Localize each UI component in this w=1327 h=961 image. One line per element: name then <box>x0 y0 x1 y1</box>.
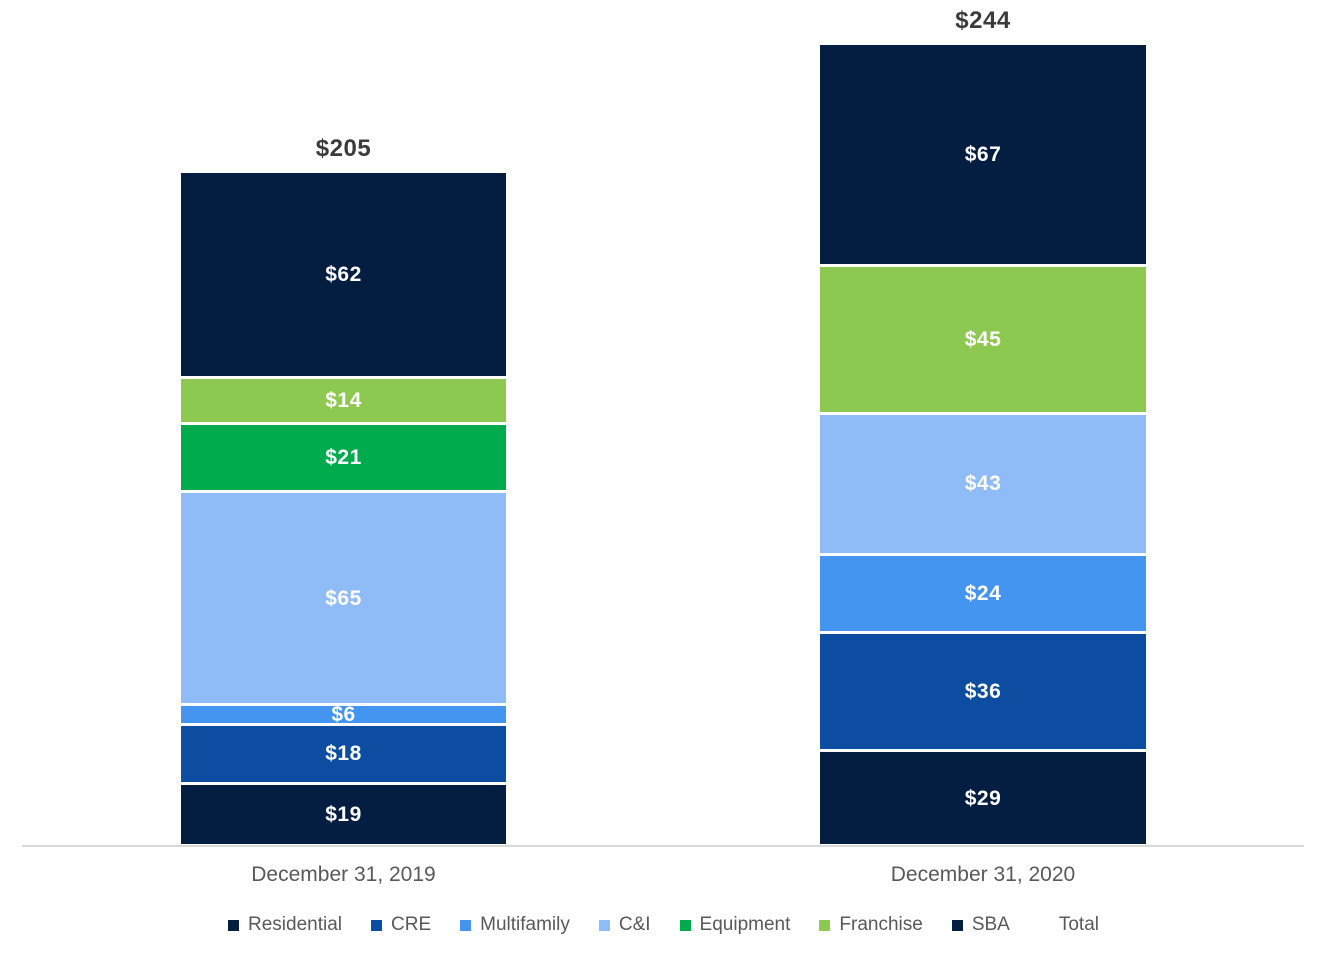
bar-segment-franchise: $14 <box>181 375 506 422</box>
x-axis-line <box>22 845 1304 847</box>
segment-value-label: $67 <box>964 143 1002 167</box>
segment-value-label: $21 <box>325 445 362 469</box>
bar-segment-c-i: $43 <box>820 411 1146 553</box>
legend-label-residential: Residential <box>248 914 342 935</box>
bar-segment-multifamily: $6 <box>181 703 506 727</box>
legend-swatch-cre <box>371 919 382 931</box>
legend-swatch-sba <box>951 919 963 931</box>
x-axis-label-2020: December 31, 2020 <box>890 863 1076 886</box>
legend-label-multifamily: Multifamily <box>480 914 570 935</box>
segment-value-label: $65 <box>325 586 362 610</box>
legend-label-sba: SBA <box>971 914 1010 935</box>
total-label-december-31-2019: $205 <box>315 134 372 162</box>
legend-item-total: Total <box>1039 914 1099 936</box>
segment-value-label: $62 <box>325 262 362 286</box>
legend-item-cre: CRE <box>371 914 431 936</box>
legend-item-equipment: Equipment <box>679 914 791 936</box>
bar-segment-sba: $67 <box>820 44 1146 265</box>
total-label-december-31-2020: $244 <box>955 6 1011 34</box>
segment-value-label: $14 <box>325 388 362 412</box>
legend-swatch-franchise <box>819 919 831 931</box>
bar-column-december-31-2019: $205 $62 $14 $21 $65 $6 $18 $19 <box>181 135 506 844</box>
segment-value-label: $36 <box>964 680 1002 704</box>
segment-value-label: $24 <box>964 581 1002 605</box>
legend-label-c-i: C&I <box>618 914 651 935</box>
bar-segment-franchise: $45 <box>820 264 1146 412</box>
bar-segment-residential: $19 <box>181 781 506 844</box>
legend-label-franchise: Franchise <box>839 914 923 935</box>
legend-swatch-c-i <box>598 919 610 931</box>
legend-item-franchise: Franchise <box>819 914 923 936</box>
bar-segment-sba: $62 <box>181 172 506 376</box>
bar-segment-cre: $18 <box>181 722 506 782</box>
legend-label-total: Total <box>1058 914 1099 935</box>
segment-value-label: $43 <box>964 472 1002 496</box>
legend-item-multifamily: Multifamily <box>460 914 570 936</box>
legend-label-equipment: Equipment <box>699 914 791 935</box>
segment-value-label: $45 <box>964 328 1002 352</box>
legend-swatch-equipment <box>679 919 691 931</box>
segment-value-label: $19 <box>325 802 362 826</box>
legend-item-c-i: C&I <box>598 914 651 936</box>
chart-legend: Residential CRE Multifamily C&I Equipment Fra… <box>0 914 1327 936</box>
bar-segment-c-i: $65 <box>181 490 506 704</box>
x-axis-label-2019: December 31, 2019 <box>251 863 436 886</box>
legend-swatch-multifamily <box>460 919 472 931</box>
legend-item-residential: Residential <box>228 914 342 936</box>
bar-segment-cre: $36 <box>820 631 1146 750</box>
bar-segment-multifamily: $24 <box>820 552 1146 632</box>
legend-label-cre: CRE <box>391 914 432 935</box>
segment-value-label: $18 <box>325 742 362 766</box>
bar-segment-residential: $29 <box>820 749 1146 844</box>
bar-column-december-31-2020: $244 $67 $45 $43 $24 $36 $29 <box>820 7 1146 844</box>
legend-swatch-residential <box>228 919 239 931</box>
bar-segment-equipment: $21 <box>181 421 506 491</box>
legend-item-sba: SBA <box>951 914 1010 936</box>
segment-value-label: $6 <box>331 703 356 727</box>
segment-value-label: $29 <box>964 786 1002 810</box>
